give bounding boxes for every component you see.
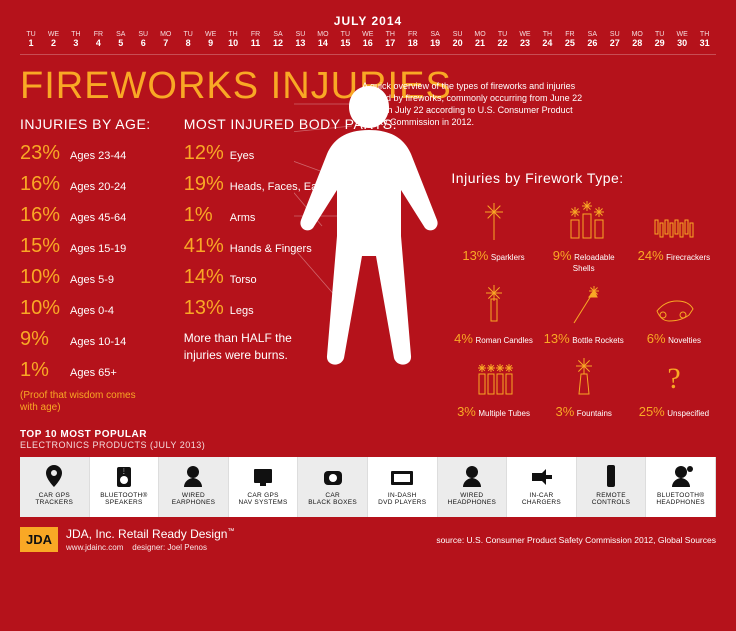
body-note: More than HALF the injuries were burns. [184, 330, 304, 364]
firework-type-item: 3% Fountains [542, 356, 626, 419]
calendar-day: SA19 [424, 31, 446, 48]
calendar-day: FR18 [402, 31, 424, 48]
calendar-strip: TU1WE2TH3FR4SA5SU6MO7TU8WE9TH10FR11SA12S… [20, 31, 716, 55]
charger-icon [526, 463, 556, 489]
footer-meta: www.jdainc.com designer: Joel Penos [66, 543, 234, 552]
injuries-by-type-head: Injuries by Firework Type: [451, 170, 716, 186]
calendar-day: MO21 [469, 31, 491, 48]
firework-type-item: 24% Firecrackers [632, 200, 716, 273]
sparkler-icon [469, 200, 519, 244]
age-stat: 10%Ages 0-4 [20, 297, 162, 320]
calendar-day: TU1 [20, 31, 42, 48]
products-head: TOP 10 MOST POPULAR ELECTRONICS PRODUCTS… [20, 429, 716, 451]
firework-type-item: 3% Multiple Tubes [451, 356, 535, 419]
nav-icon [248, 463, 278, 489]
calendar-day: SA26 [581, 31, 603, 48]
calendar-day: FR4 [87, 31, 109, 48]
calendar-day: TU29 [649, 31, 671, 48]
remote-icon [596, 463, 626, 489]
calendar-day: MO7 [155, 31, 177, 48]
calendar-day: SU6 [132, 31, 154, 48]
calendar-day: TH31 [694, 31, 716, 48]
calendar-day: SA5 [110, 31, 132, 48]
body-figure-icon [294, 86, 444, 396]
age-stat: 15%Ages 15-19 [20, 235, 162, 258]
age-proof: (Proof that wisdom comes with age) [20, 390, 140, 414]
brand-name: JDA, Inc. Retail Ready Design™ [66, 527, 234, 541]
calendar-day: WE2 [42, 31, 64, 48]
product-item: IN-CARCHARGERS [507, 457, 577, 517]
product-item: IN-DASHDVD PLAYERS [368, 457, 438, 517]
age-stat: 10%Ages 5-9 [20, 266, 162, 289]
product-item: ⋮BLUETOOTH®SPEAKERS [90, 457, 160, 517]
tubes-icon [469, 356, 519, 400]
rocket-icon [559, 283, 609, 327]
calendar-day: WE23 [514, 31, 536, 48]
firework-type-item: 13% Bottle Rockets [542, 283, 626, 346]
fountain-icon [559, 356, 609, 400]
head-icon [178, 463, 208, 489]
calendar-day: MO28 [626, 31, 648, 48]
firework-type-item: ?25% Unspecified [632, 356, 716, 419]
product-item: CAR GPSTRACKERS [20, 457, 90, 517]
calendar-day: WE9 [200, 31, 222, 48]
roman-icon [469, 283, 519, 327]
question-icon: ? [649, 356, 699, 400]
age-stat: 16%Ages 45-64 [20, 204, 162, 227]
calendar-day: FR11 [245, 31, 267, 48]
calendar-day: WE30 [671, 31, 693, 48]
firework-type-item: 4% Roman Candles [451, 283, 535, 346]
svg-text:⋮: ⋮ [121, 469, 127, 475]
age-stat: 23%Ages 23-44 [20, 142, 162, 165]
calendar-day: SU20 [447, 31, 469, 48]
source-text: source: U.S. Consumer Product Safety Com… [436, 535, 716, 545]
calendar-day: TU22 [492, 31, 514, 48]
calendar-day: TH3 [65, 31, 87, 48]
product-item: WIREDHEADPHONES [438, 457, 508, 517]
firework-type-item: 9% Reloadable Shells [542, 200, 626, 273]
products-strip: CAR GPSTRACKERS⋮BLUETOOTH®SPEAKERSWIREDE… [20, 457, 716, 517]
calendar-day: TU15 [334, 31, 356, 48]
injuries-by-age-head: Injuries by Age: [20, 116, 162, 132]
head-icon [457, 463, 487, 489]
calendar-day: TH10 [222, 31, 244, 48]
calendar-day: SA12 [267, 31, 289, 48]
calendar-day: TH24 [536, 31, 558, 48]
product-item: REMOTECONTROLS [577, 457, 647, 517]
calendar-day: TH17 [379, 31, 401, 48]
firework-type-item: 13% Sparklers [451, 200, 535, 273]
age-stat: 16%Ages 20-24 [20, 173, 162, 196]
product-item: CARBLACK BOXES [298, 457, 368, 517]
jda-logo: JDA [20, 527, 58, 552]
calendar-day: FR25 [559, 31, 581, 48]
age-stat: 9%Ages 10-14 [20, 328, 162, 351]
pin-icon [39, 463, 69, 489]
svg-text:?: ? [667, 362, 680, 395]
age-stat: 1%Ages 65+ [20, 359, 162, 382]
calendar-day: WE16 [357, 31, 379, 48]
calendar-day: SU13 [289, 31, 311, 48]
calendar-day: SU27 [604, 31, 626, 48]
calendar-day: TU8 [177, 31, 199, 48]
bt-head-icon [666, 463, 696, 489]
calendar-title: JULY 2014 [20, 14, 716, 28]
product-item: WIREDEARPHONES [159, 457, 229, 517]
firecrackers-icon [649, 200, 699, 244]
firework-type-item: 6% Novelties [632, 283, 716, 346]
product-item: BLUETOOTH®HEADPHONES [646, 457, 716, 517]
bt-speaker-icon: ⋮ [109, 463, 139, 489]
novelty-icon [649, 283, 699, 327]
calendar-day: MO14 [312, 31, 334, 48]
product-item: CAR GPSNAV SYSTEMS [229, 457, 299, 517]
dvd-icon [387, 463, 417, 489]
cam-icon [318, 463, 348, 489]
shells-icon [559, 200, 609, 244]
